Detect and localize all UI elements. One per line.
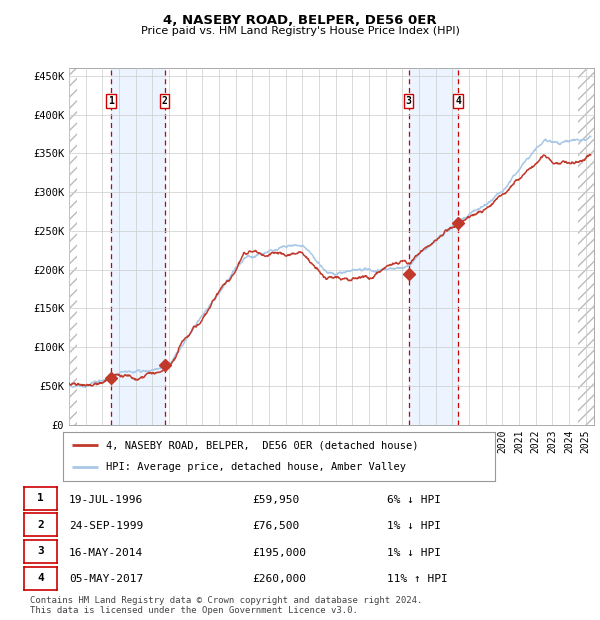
Text: 1% ↓ HPI: 1% ↓ HPI xyxy=(387,521,441,531)
Bar xyxy=(69,68,77,425)
Text: 4, NASEBY ROAD, BELPER,  DE56 0ER (detached house): 4, NASEBY ROAD, BELPER, DE56 0ER (detach… xyxy=(106,440,419,450)
Text: £76,500: £76,500 xyxy=(252,521,299,531)
Text: 16-MAY-2014: 16-MAY-2014 xyxy=(69,548,143,558)
Text: 2: 2 xyxy=(37,520,44,530)
Text: 1: 1 xyxy=(109,95,114,106)
Text: 6% ↓ HPI: 6% ↓ HPI xyxy=(387,495,441,505)
Text: 3: 3 xyxy=(37,546,44,557)
Text: 24-SEP-1999: 24-SEP-1999 xyxy=(69,521,143,531)
Text: £260,000: £260,000 xyxy=(252,575,306,585)
Bar xyxy=(578,68,594,425)
Text: 2: 2 xyxy=(161,95,167,106)
Bar xyxy=(409,68,458,425)
Text: 3: 3 xyxy=(406,95,412,106)
Text: 1% ↓ HPI: 1% ↓ HPI xyxy=(387,548,441,558)
Text: Contains HM Land Registry data © Crown copyright and database right 2024.
This d: Contains HM Land Registry data © Crown c… xyxy=(30,596,422,615)
Text: Price paid vs. HM Land Registry's House Price Index (HPI): Price paid vs. HM Land Registry's House … xyxy=(140,26,460,36)
Text: 05-MAY-2017: 05-MAY-2017 xyxy=(69,575,143,585)
Text: HPI: Average price, detached house, Amber Valley: HPI: Average price, detached house, Ambe… xyxy=(106,463,406,472)
Text: £59,950: £59,950 xyxy=(252,495,299,505)
Text: 4, NASEBY ROAD, BELPER, DE56 0ER: 4, NASEBY ROAD, BELPER, DE56 0ER xyxy=(163,14,437,27)
Text: 4: 4 xyxy=(37,573,44,583)
Text: £195,000: £195,000 xyxy=(252,548,306,558)
Text: 11% ↑ HPI: 11% ↑ HPI xyxy=(387,575,448,585)
Text: 19-JUL-1996: 19-JUL-1996 xyxy=(69,495,143,505)
Text: 1: 1 xyxy=(37,493,44,503)
Bar xyxy=(112,68,164,425)
Text: 4: 4 xyxy=(455,95,461,106)
